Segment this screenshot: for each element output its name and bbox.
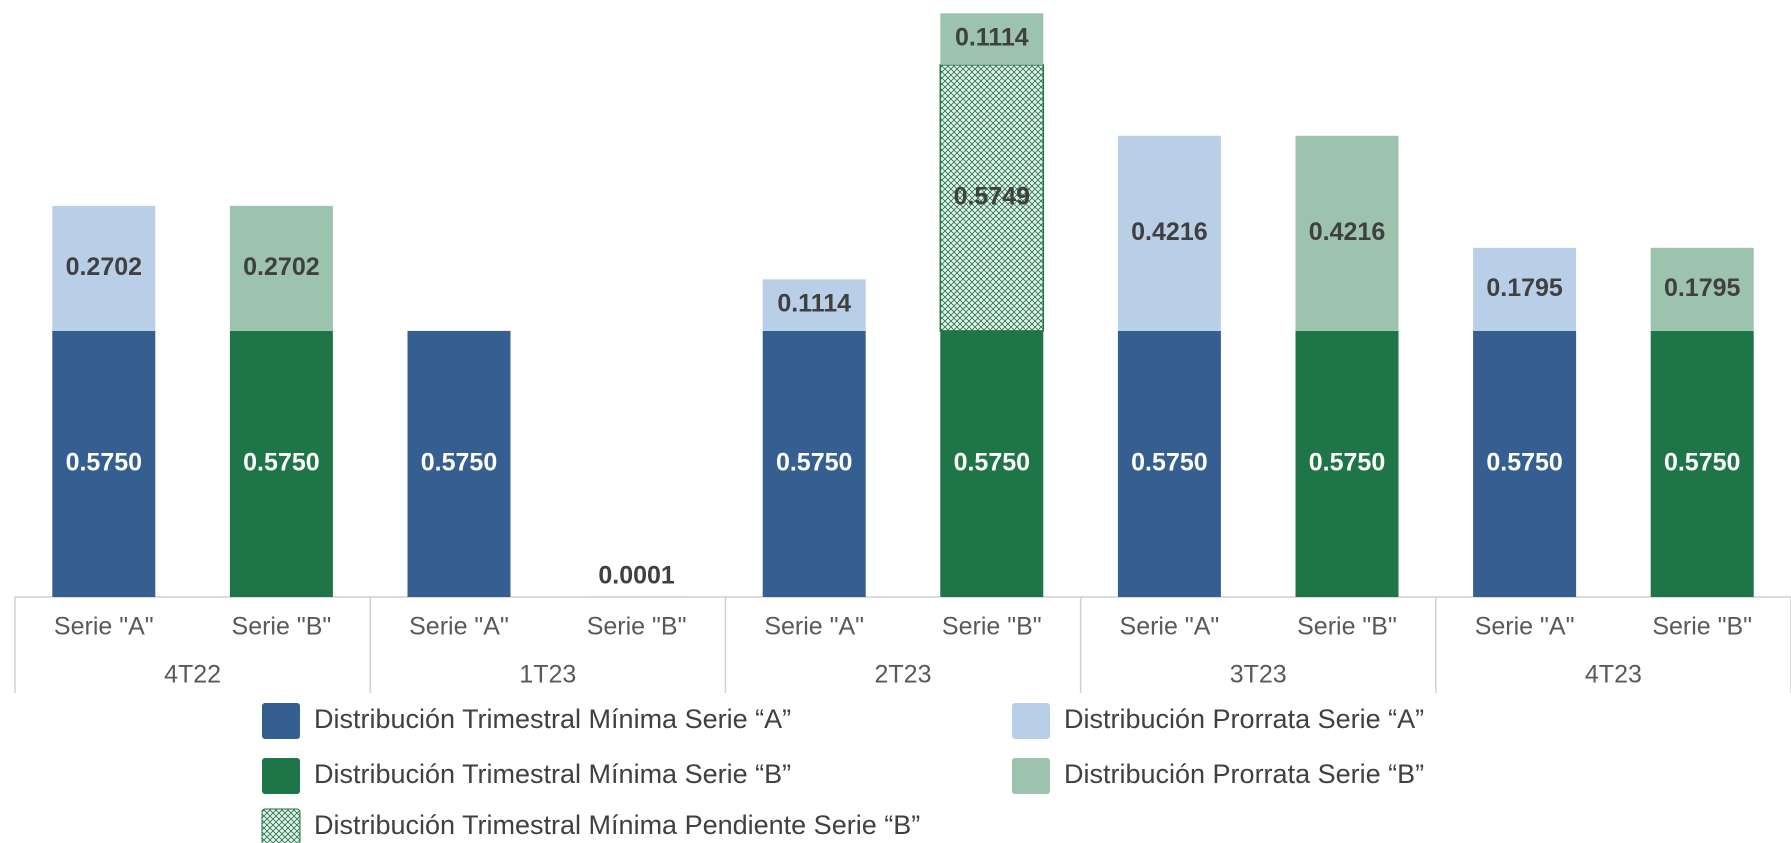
bar-segment <box>52 330 156 597</box>
data-label: 0.4216 <box>1309 218 1385 246</box>
data-label: 0.1114 <box>955 24 1029 52</box>
group-label: 4T23 <box>1585 661 1642 689</box>
data-label: 0.0001 <box>598 562 675 590</box>
x-tick-label: Serie "B" <box>1652 613 1752 641</box>
group-label: 1T23 <box>519 661 576 689</box>
data-label: 0.5750 <box>243 449 319 477</box>
x-tick-label: Serie "A" <box>764 613 864 641</box>
x-tick-label: Serie "A" <box>1475 613 1575 641</box>
data-label: 0.5750 <box>66 449 142 477</box>
legend-label: Distribución Prorrata Serie “B” <box>1064 759 1424 789</box>
group-label: 3T23 <box>1230 661 1287 689</box>
legend-swatch <box>262 758 300 794</box>
legend-swatch <box>262 703 300 739</box>
bar-segment <box>1473 247 1577 331</box>
data-label: 0.5750 <box>1664 449 1740 477</box>
bar-segment <box>1473 330 1577 597</box>
x-tick-label: Serie "B" <box>587 613 687 641</box>
data-label: 0.4216 <box>1131 218 1207 246</box>
data-label: 0.5750 <box>1131 449 1207 477</box>
legend-swatch <box>1012 758 1050 794</box>
bar-segment <box>762 330 866 597</box>
data-label: 0.1795 <box>1664 274 1741 302</box>
x-tick-label: Serie "B" <box>942 613 1042 641</box>
data-label: 0.5750 <box>1309 449 1385 477</box>
bar-segment <box>1650 330 1754 597</box>
bar-segment <box>939 64 1045 332</box>
bar-segment <box>229 205 333 331</box>
bar-segment <box>940 13 1044 65</box>
x-tick-label: Serie "B" <box>232 613 332 641</box>
bar-segment <box>1295 330 1399 597</box>
legend-swatch <box>1012 703 1050 739</box>
legend-swatch <box>261 808 301 843</box>
bar-segment <box>762 279 866 331</box>
x-tick-label: Serie "B" <box>1297 613 1397 641</box>
data-label: 0.5749 <box>954 182 1030 210</box>
legend-label: Distribución Trimestral Mínima Serie “B” <box>314 759 791 789</box>
bar-segment <box>940 330 1044 597</box>
bar-segment <box>1117 135 1221 331</box>
data-label: 0.2702 <box>243 253 319 281</box>
x-tick-label: Serie "A" <box>1120 613 1220 641</box>
legend-label: Distribución Prorrata Serie “A” <box>1064 704 1424 734</box>
legend-label: Distribución Trimestral Mínima Pendiente… <box>314 810 920 840</box>
data-label: 0.5750 <box>776 449 852 477</box>
data-label: 0.5750 <box>1486 449 1562 477</box>
bar-segment <box>1117 330 1221 597</box>
group-label: 2T23 <box>875 661 932 689</box>
data-label: 0.5750 <box>421 449 497 477</box>
bar-segment <box>407 330 511 597</box>
group-label: 4T22 <box>164 661 221 689</box>
data-label: 0.1795 <box>1486 274 1563 302</box>
bar-segment <box>52 205 156 331</box>
bar-segment <box>1650 247 1754 331</box>
x-tick-label: Serie "A" <box>54 613 154 641</box>
data-label: 0.1114 <box>777 290 851 318</box>
data-label: 0.2702 <box>66 253 142 281</box>
data-label: 0.5750 <box>954 449 1030 477</box>
x-tick-label: Serie "A" <box>409 613 509 641</box>
legend-label: Distribución Trimestral Mínima Serie “A” <box>314 704 791 734</box>
bar-segment <box>229 330 333 597</box>
bar-segment <box>1295 135 1399 331</box>
